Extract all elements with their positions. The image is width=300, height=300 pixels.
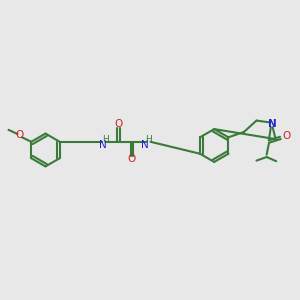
Text: O: O [128,154,136,164]
Text: H: H [145,136,152,145]
Text: N: N [268,118,276,129]
Text: H: H [102,136,109,145]
Text: O: O [282,130,290,140]
Text: N: N [141,140,149,150]
Text: O: O [16,130,24,140]
Text: N: N [99,140,106,150]
Text: O: O [114,119,123,130]
